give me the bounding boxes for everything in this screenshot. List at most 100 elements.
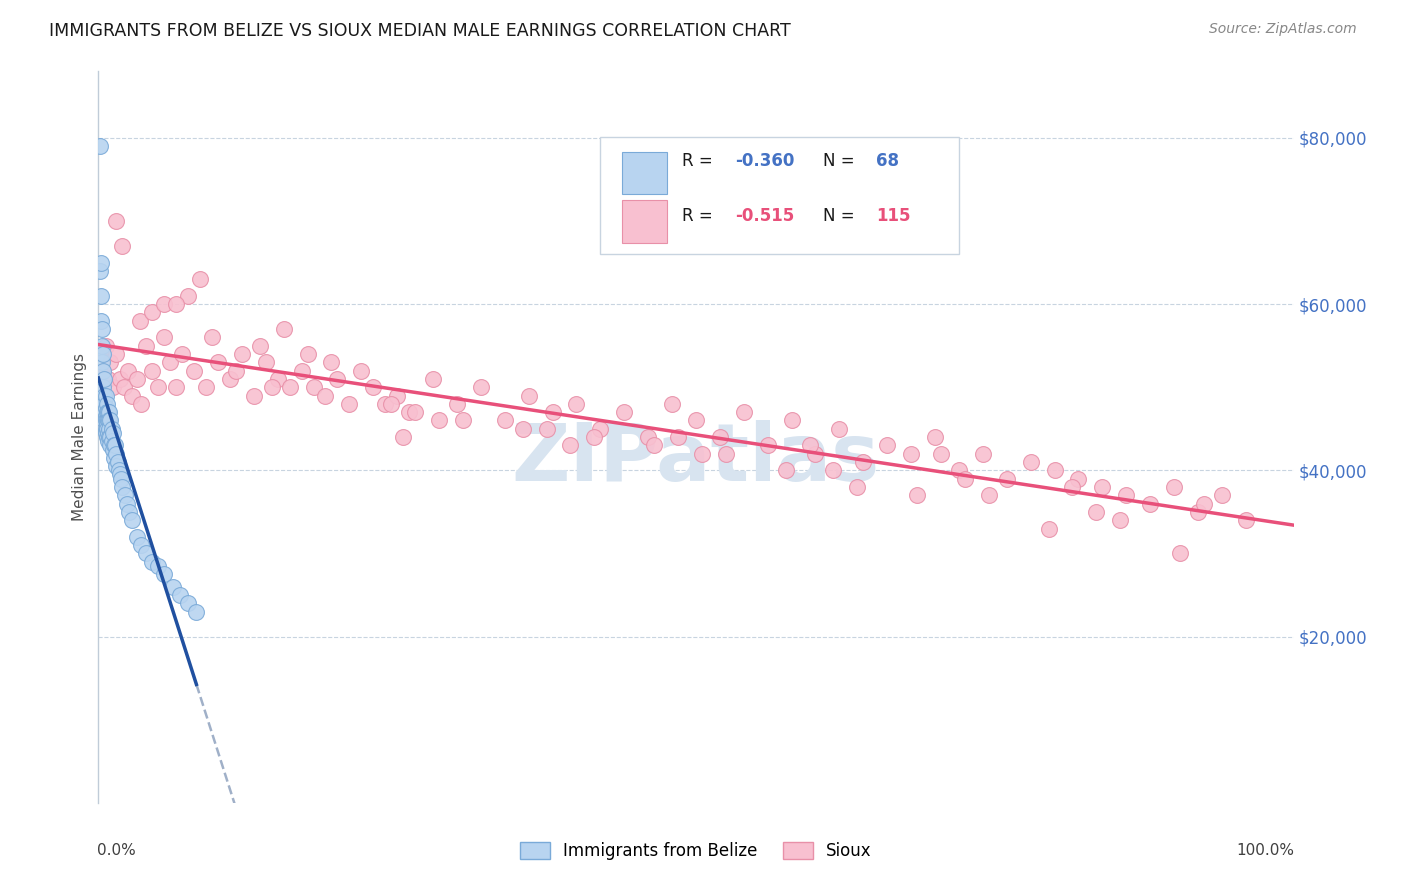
Point — [98, 413, 122, 427]
Point — [96, 397, 118, 411]
Point — [148, 380, 170, 394]
Point — [188, 272, 211, 286]
Point — [1163, 480, 1185, 494]
Point — [105, 447, 128, 461]
Point — [565, 397, 588, 411]
Point — [775, 463, 797, 477]
Point — [380, 397, 402, 411]
Point — [97, 434, 120, 449]
Point — [105, 214, 128, 228]
Point — [392, 430, 415, 444]
Point — [1211, 488, 1233, 502]
Point — [709, 430, 731, 444]
Point — [93, 372, 115, 386]
Point — [97, 413, 120, 427]
Point — [267, 372, 290, 386]
Point — [977, 488, 1000, 502]
Point — [972, 447, 994, 461]
Point — [1019, 455, 1042, 469]
FancyBboxPatch shape — [621, 152, 668, 194]
Point — [350, 363, 373, 377]
Point — [91, 322, 114, 336]
Point — [97, 405, 120, 419]
Point — [104, 438, 127, 452]
Point — [1234, 513, 1257, 527]
Point — [249, 338, 271, 352]
Point — [661, 397, 683, 411]
Point — [98, 430, 122, 444]
Point — [398, 405, 420, 419]
Point — [100, 422, 122, 436]
Point — [225, 363, 247, 377]
Point — [141, 555, 163, 569]
Point — [385, 388, 409, 402]
Point — [929, 447, 952, 461]
Point — [427, 413, 450, 427]
Point — [780, 413, 803, 427]
Point — [1187, 505, 1209, 519]
Point — [141, 305, 163, 319]
Point — [172, 347, 194, 361]
Point — [112, 380, 135, 394]
Point — [94, 338, 117, 352]
Point — [374, 397, 396, 411]
Point — [141, 363, 163, 377]
Point — [105, 459, 128, 474]
Point — [97, 372, 120, 386]
Point — [685, 413, 707, 427]
Point — [103, 450, 125, 465]
Point — [94, 422, 117, 436]
Point — [219, 372, 242, 386]
Text: R =: R = — [682, 152, 717, 169]
Point — [107, 455, 129, 469]
Point — [278, 380, 301, 394]
Point — [96, 413, 118, 427]
Point — [446, 397, 468, 411]
Point — [953, 472, 976, 486]
Point — [1038, 521, 1060, 535]
Point — [876, 438, 898, 452]
Point — [948, 463, 970, 477]
Point — [589, 422, 612, 436]
Point — [995, 472, 1018, 486]
Point — [94, 388, 117, 402]
Point — [97, 425, 120, 440]
Point — [1085, 505, 1108, 519]
Point — [117, 363, 139, 377]
FancyBboxPatch shape — [621, 200, 668, 243]
Point — [1043, 463, 1066, 477]
Point — [90, 289, 112, 303]
Point — [273, 322, 295, 336]
Point — [96, 422, 118, 436]
Point — [98, 422, 121, 436]
Text: 0.0%: 0.0% — [97, 843, 136, 858]
Text: 115: 115 — [876, 207, 911, 225]
Point — [1168, 546, 1191, 560]
Point — [169, 588, 191, 602]
Point — [110, 472, 132, 486]
Point — [162, 580, 184, 594]
Point — [243, 388, 266, 402]
Point — [105, 347, 128, 361]
Point — [89, 264, 111, 278]
Point — [1091, 480, 1114, 494]
Y-axis label: Median Male Earnings: Median Male Earnings — [72, 353, 87, 521]
FancyBboxPatch shape — [600, 137, 959, 254]
Point — [93, 388, 115, 402]
Point — [159, 355, 181, 369]
Point — [326, 372, 349, 386]
Point — [100, 434, 122, 449]
Point — [1115, 488, 1137, 502]
Point — [96, 417, 118, 432]
Point — [1109, 513, 1132, 527]
Point — [90, 255, 112, 269]
Text: N =: N = — [823, 207, 859, 225]
Point — [98, 413, 121, 427]
Point — [924, 430, 946, 444]
Point — [321, 355, 343, 369]
Text: R =: R = — [682, 207, 717, 225]
Point — [207, 355, 229, 369]
Point — [1067, 472, 1090, 486]
Point — [96, 430, 118, 444]
Point — [1139, 497, 1161, 511]
